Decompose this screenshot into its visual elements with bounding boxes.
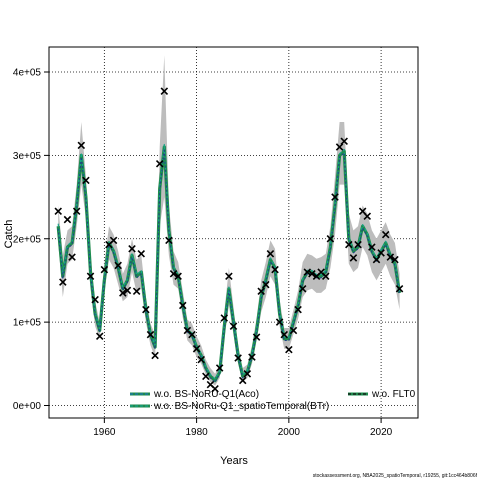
legend: w.o. BS-NoRU-Q1(Aco)w.o. BS-NoRu-Q1_spat… [130, 389, 416, 412]
observed-point [252, 333, 261, 341]
observed-point [123, 286, 132, 295]
observed-point [63, 215, 72, 224]
observed-point [151, 351, 159, 360]
x-tick-label-0: 1960 [93, 427, 116, 438]
observed-point [262, 280, 270, 289]
observed-point [289, 326, 298, 335]
observed-point [294, 305, 302, 314]
observed-point [386, 253, 395, 261]
observed-point [368, 243, 376, 251]
observed-point [280, 330, 289, 339]
observed-point [331, 193, 339, 201]
observed-point [142, 305, 150, 314]
observed-point [220, 314, 229, 322]
observed-point [381, 230, 390, 239]
observed-point [335, 143, 344, 151]
y-tick-label-2: 2e+05 [13, 234, 42, 245]
observed-point [100, 265, 109, 274]
observed-point [372, 255, 381, 264]
x-axis: 1960 1980 2000 2020 [93, 418, 393, 438]
x-tick-label-3: 2020 [370, 427, 393, 438]
observed-point [82, 176, 90, 185]
legend-label-1: w.o. BS-NoRu-Q1_spatioTemporal(BTr) [153, 401, 329, 412]
observed-point [68, 253, 76, 261]
observed-point [155, 159, 164, 168]
y-tick-label-4: 4e+05 [13, 68, 42, 79]
observed-point [109, 236, 118, 245]
observed-point [215, 364, 224, 372]
y-tick-label-1: 1e+05 [13, 318, 42, 329]
legend-item-2: w.o. FLT0 [348, 389, 416, 400]
observed-point [271, 265, 279, 274]
observed-point [391, 255, 399, 264]
legend-label-2: w.o. FLT0 [371, 389, 416, 400]
observed-point [202, 372, 210, 381]
legend-label-0: w.o. BS-NoRU-Q1(Aco) [153, 389, 259, 400]
observed-point [178, 301, 187, 310]
observed-point [321, 272, 330, 281]
y-tick-label-0: 0e+00 [13, 401, 42, 412]
x-tick-label-2: 2000 [278, 427, 301, 438]
observed-point [146, 330, 155, 339]
observed-point [238, 376, 247, 385]
observed-point [54, 207, 62, 216]
observed-point [77, 141, 86, 150]
observed-point [377, 249, 385, 257]
observed-point [174, 272, 182, 281]
observed-point [243, 370, 252, 378]
observed-point [114, 261, 122, 270]
observed-point [266, 249, 275, 258]
observed-point [197, 355, 205, 364]
observed-point [354, 240, 362, 249]
legend-item-0: w.o. BS-NoRU-Q1(Aco) [130, 389, 259, 400]
observed-point [211, 385, 219, 393]
observed-point [257, 287, 265, 296]
y-tick-label-3: 3e+05 [13, 151, 42, 162]
observed-points [54, 87, 404, 393]
observed-point [165, 236, 173, 245]
observed-point [363, 212, 372, 221]
observed-point [225, 272, 233, 281]
observed-point [72, 207, 81, 216]
observed-point [91, 295, 99, 304]
observed-point [298, 285, 307, 293]
plot-frame [48, 46, 419, 419]
observed-point [229, 322, 238, 331]
observed-point [275, 318, 284, 326]
observed-point [285, 345, 293, 354]
observed-point [349, 254, 358, 262]
observed-point [192, 345, 201, 353]
observed-point [340, 137, 348, 145]
observed-point [128, 244, 136, 253]
series-line-1 [57, 143, 401, 380]
observed-point [248, 353, 256, 361]
x-axis-title: Years [220, 455, 248, 467]
observed-point [345, 240, 353, 249]
observed-point [160, 87, 169, 95]
y-axis-title: Catch [3, 220, 15, 249]
observed-point [95, 332, 104, 341]
observed-point [137, 249, 146, 258]
observed-point [234, 354, 242, 362]
x-tick-label-1: 1980 [185, 427, 208, 438]
observed-point [86, 272, 95, 281]
observed-point [119, 289, 127, 297]
observed-point [308, 270, 316, 278]
observed-point [303, 268, 312, 276]
y-axis: 0e+00 1e+05 2e+05 3e+05 4e+05 [13, 68, 49, 412]
observed-point [395, 285, 404, 293]
observed-point [326, 234, 335, 243]
series-lines [56, 143, 402, 383]
observed-point [169, 270, 178, 278]
observed-point [132, 287, 141, 296]
observed-point [188, 330, 196, 339]
legend-item-1: w.o. BS-NoRu-Q1_spatioTemporal(BTr) [130, 401, 329, 412]
observed-point [59, 278, 67, 286]
footer-source: stockassessment.org, NBA2025_spatioTempo… [313, 473, 478, 479]
series-line-2 [57, 148, 401, 383]
